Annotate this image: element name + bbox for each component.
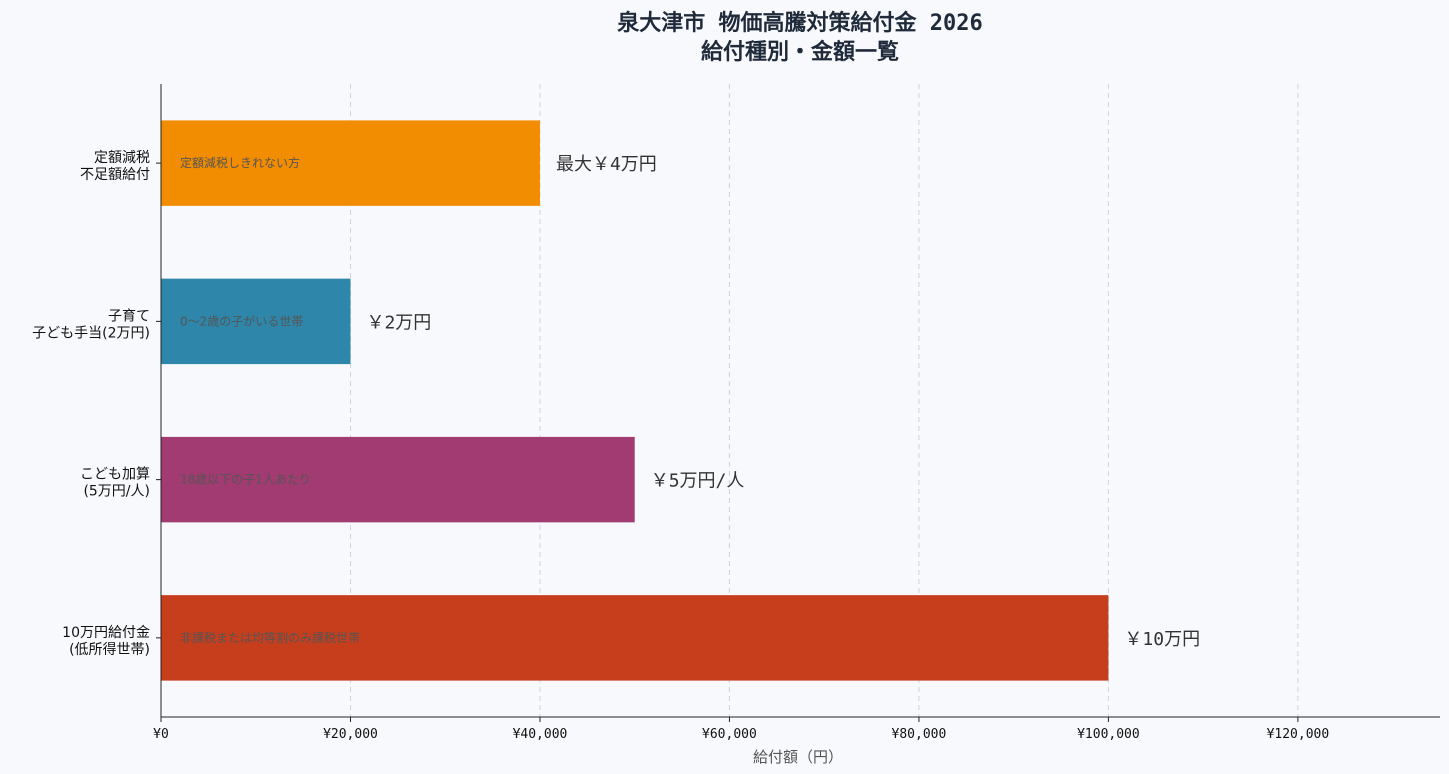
bar-inner-label: 18歳以下の子1人あたり [180, 473, 311, 487]
bar-inner-label: 0～2歳の子がいる世帯 [180, 313, 303, 328]
bar-value-label: 最大￥4万円 [556, 154, 657, 175]
bar-inner-label: 非課税または均等割のみ課税世帯 [180, 630, 360, 645]
axis-layer: ¥0 ¥20,000 ¥40,000 ¥60,000 ¥80,000 ¥100,000 ¥1… [32, 84, 1440, 742]
x-tick-label: ¥40,000 [513, 727, 568, 742]
x-axis-label: 給付額（円） [753, 748, 843, 766]
y-tick-label-line: 子育て [108, 308, 150, 324]
grid-layer [349, 84, 1299, 717]
x-tick-label: ¥120,000 [1267, 727, 1330, 742]
bar [161, 436, 635, 523]
bar-value-label: ￥10万円 [1124, 629, 1200, 650]
x-tick-label: ¥80,000 [892, 727, 947, 742]
x-tick-label: ¥20,000 [323, 727, 378, 742]
y-tick-label: こども加算(5万円/人) [80, 467, 150, 500]
y-tick-label-line: 子ども手当(2万円) [32, 325, 150, 341]
x-tick-label: ¥0 [153, 727, 169, 742]
chart-subtitle: 給付種別・金額一覧 [701, 39, 899, 65]
bar-inner-label: 定額減税しきれない方 [180, 155, 300, 170]
bar [161, 120, 540, 206]
bar-layer: 定額減税しきれない方 最大￥4万円 0～2歳の子がいる世帯 ￥2万円 18歳以下の子1人… [161, 120, 1200, 681]
y-tick-label: 10万円給付金(低所得世帯) [62, 625, 150, 658]
chart-title: 泉大津市 物価高騰対策給付金 2026 [617, 10, 982, 36]
x-tick-label: ¥60,000 [702, 727, 757, 742]
bar [161, 278, 351, 365]
y-tick-label-line: 定額減税 [94, 149, 150, 166]
bar [161, 595, 1109, 681]
y-tick-label-line: (5万円/人) [83, 484, 150, 500]
bar-value-label: ￥2万円 [366, 312, 431, 333]
y-tick-label: 定額減税不足額給付 [80, 149, 150, 183]
y-tick-label-line: (低所得世帯) [69, 641, 150, 658]
y-tick-label-line: 不足額給付 [80, 167, 150, 183]
x-tick-label: ¥100,000 [1077, 727, 1140, 742]
y-tick-label-line: こども加算 [80, 467, 150, 483]
bar-value-label: ￥5万円/人 [651, 471, 745, 492]
y-tick-label: 子育て子ども手当(2万円) [32, 308, 150, 341]
y-tick-label-line: 10万円給付金 [62, 625, 150, 641]
